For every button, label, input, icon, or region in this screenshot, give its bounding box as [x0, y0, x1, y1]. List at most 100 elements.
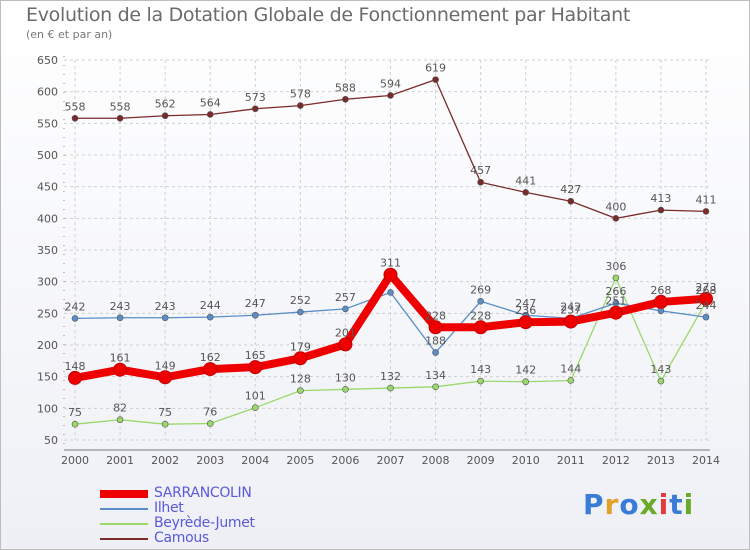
data-label: 268: [696, 284, 717, 297]
data-label: 76: [203, 406, 217, 419]
data-point: [342, 95, 349, 103]
data-label: 101: [245, 390, 266, 403]
data-label: 179: [290, 340, 311, 353]
data-label: 564: [200, 96, 221, 109]
data-point: [428, 320, 443, 335]
x-tick-label: 2009: [467, 454, 495, 467]
data-point: [251, 404, 259, 412]
data-label: 128: [290, 373, 311, 386]
proxiti-logo: Proxiti: [583, 488, 694, 521]
y-tick-label: 50: [44, 434, 58, 447]
data-label: 273: [696, 281, 717, 294]
x-tick-label: 2003: [196, 454, 224, 467]
data-label: 252: [290, 294, 311, 307]
series: [68, 76, 713, 428]
y-tick-label: 400: [37, 212, 58, 225]
x-tick-label: 2012: [602, 454, 630, 467]
data-label: 75: [158, 406, 172, 419]
data-label: 75: [68, 406, 82, 419]
legend-swatch-ilhet: [100, 508, 148, 510]
data-point: [68, 370, 82, 385]
data-point: [161, 112, 169, 120]
data-point: [702, 313, 710, 321]
data-point: [567, 197, 575, 205]
logo-letter: x: [639, 488, 659, 521]
y-tick-label: 100: [37, 402, 58, 415]
data-point: [158, 370, 173, 385]
x-tick-label: 2014: [692, 454, 720, 467]
data-label: 578: [290, 88, 311, 101]
x-tick-label: 2002: [151, 454, 179, 467]
legend-swatch-camous: [100, 538, 148, 540]
data-point: [387, 289, 394, 296]
legend-label: Beyrède-Jumet: [154, 515, 255, 531]
data-point: [657, 206, 665, 214]
data-point: [116, 114, 124, 122]
data-point: [203, 362, 218, 377]
data-label: 251: [605, 295, 626, 308]
axes: 50 100 150 200 250 300 350 400 450 500 550 600 650 20…: [37, 54, 720, 467]
legend-label: Ilhet: [154, 500, 184, 516]
data-point: [71, 420, 79, 428]
x-tick-label: 2007: [377, 454, 405, 467]
logo-letter: i: [658, 488, 670, 521]
data-label: 134: [425, 369, 446, 382]
data-point: [71, 114, 79, 122]
data-point: [522, 189, 530, 196]
data-label: 562: [155, 98, 176, 111]
y-tick-label: 550: [37, 117, 58, 130]
logo-letter: P: [583, 488, 605, 521]
data-label: 441: [515, 174, 536, 187]
data-label: 257: [335, 291, 356, 304]
x-tick-label: 2013: [647, 454, 675, 467]
data-label: 188: [425, 335, 446, 348]
data-point: [383, 267, 398, 282]
data-label: 558: [110, 100, 131, 113]
data-point: [297, 102, 304, 109]
data-point: [297, 308, 304, 316]
data-point: [612, 215, 620, 222]
data-point: [248, 360, 263, 375]
data-label: 247: [245, 297, 266, 310]
data-label: 594: [380, 77, 401, 90]
data-label: 400: [605, 200, 626, 213]
data-point: [699, 291, 713, 306]
data-label: 242: [560, 300, 581, 313]
data-label: 161: [110, 352, 131, 365]
legend-swatch-sarrancolin: [100, 490, 148, 498]
data-point: [432, 349, 439, 356]
y-tick-label: 150: [37, 371, 58, 384]
data-label: 269: [470, 283, 491, 296]
legend-label: SARRANCOLIN: [154, 485, 252, 501]
data-point: [477, 297, 484, 305]
data-label: 427: [560, 183, 581, 196]
data-point: [251, 105, 259, 113]
data-label: 228: [470, 309, 491, 322]
data-label: 268: [650, 284, 671, 297]
y-tick-label: 250: [37, 307, 58, 320]
data-label: 144: [560, 362, 581, 375]
data-point: [206, 420, 214, 427]
x-tick-label: 2008: [422, 454, 450, 467]
data-point: [161, 420, 169, 428]
data-point: [293, 351, 308, 366]
data-label: 247: [515, 297, 536, 310]
data-label: 619: [425, 62, 446, 75]
data-label: 82: [113, 402, 127, 415]
data-point: [206, 111, 214, 118]
data-point: [567, 377, 575, 384]
y-tick-label: 650: [37, 54, 58, 67]
data-label: 236: [515, 304, 536, 317]
data-point: [206, 313, 214, 321]
data-point: [116, 314, 124, 322]
data-point: [113, 362, 128, 377]
data-label: 237: [560, 304, 581, 317]
data-point: [653, 294, 668, 309]
data-label: 130: [335, 371, 356, 384]
data-label: 306: [605, 260, 626, 273]
data-point: [702, 208, 710, 215]
data-label: 201: [335, 326, 356, 339]
y-tick-label: 350: [37, 244, 58, 257]
data-label: 244: [696, 299, 717, 312]
logo-letter: o: [619, 488, 640, 521]
